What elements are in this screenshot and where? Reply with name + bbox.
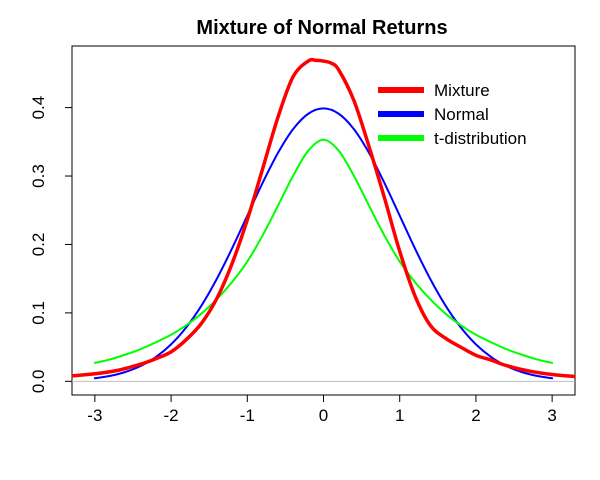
x-tick-label: -3 — [87, 406, 102, 425]
series-line-t-distribution — [93, 138, 554, 364]
legend-label: Mixture — [434, 81, 490, 100]
legend: Mixture Normal t-distribution — [378, 81, 527, 148]
legend-label: t-distribution — [434, 129, 527, 148]
y-tick-label: 0.0 — [29, 369, 48, 393]
y-tick-label: 0.2 — [29, 233, 48, 257]
x-tick-label: 3 — [547, 406, 556, 425]
legend-label: Normal — [434, 105, 489, 124]
x-tick-label: -1 — [240, 406, 255, 425]
x-tick-label: 2 — [471, 406, 480, 425]
x-tick-label: -2 — [164, 406, 179, 425]
plot-frame — [71, 45, 576, 396]
chart-title: Mixture of Normal Returns — [196, 17, 447, 39]
series-line-normal — [93, 107, 554, 380]
x-axis: -3 -2 -1 0 1 2 3 — [87, 395, 557, 425]
x-tick-label: 0 — [319, 406, 328, 425]
x-tick-label: 1 — [395, 406, 404, 425]
y-tick-label: 0.3 — [29, 164, 48, 188]
series-layer — [72, 57, 575, 380]
y-tick-label: 0.4 — [29, 96, 48, 120]
series-line-mixture — [72, 57, 575, 379]
y-tick-label: 0.1 — [29, 301, 48, 325]
y-axis: 0.0 0.1 0.2 0.3 0.4 — [29, 96, 72, 393]
